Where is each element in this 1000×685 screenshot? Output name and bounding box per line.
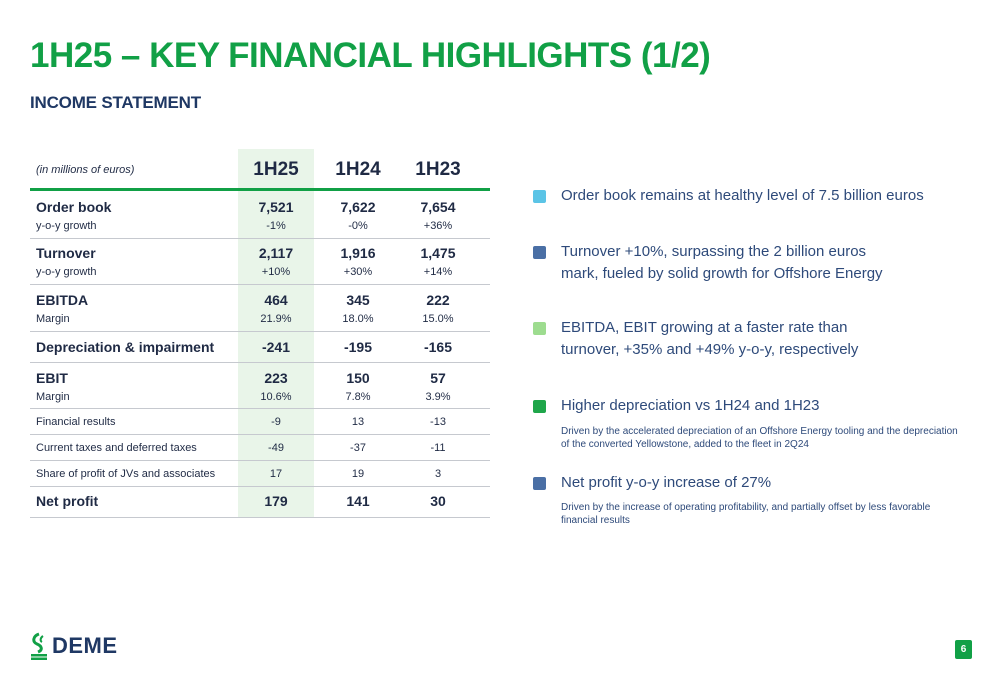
row-sub-label: y-o-y growth [36,266,97,278]
value-1h24: 141 [346,493,370,509]
bullet-square-icon [533,400,546,413]
sub-value-1h24: -0% [348,220,368,232]
row-label: Financial results [36,416,116,428]
value-1h23: -11 [430,442,446,454]
table-row-taxes: Current taxes and deferred taxes -49 -37… [30,435,490,461]
value-1h24: 150 [346,370,370,386]
value-1h23: -13 [430,416,446,428]
table-row-net-profit: Net profit 179 141 30 [30,487,490,518]
highlight-text: Net profit y-o-y increase of 27% [561,474,772,491]
value-1h25: 2,117 [258,245,294,261]
bullet-square-icon [533,246,546,259]
value-1h25: 464 [264,292,288,308]
value-1h25: 17 [269,468,283,480]
sub-value-1h23: +36% [423,220,453,232]
row-label: EBIT [36,370,68,386]
sub-value-1h25: -1% [266,220,286,232]
value-1h25: 223 [264,370,288,386]
page-title: 1H25 – KEY FINANCIAL HIGHLIGHTS (1/2) [30,36,711,75]
highlight-text: Order book remains at healthy level of 7… [561,187,924,204]
sub-value-1h23: 3.9% [425,391,451,403]
column-header-1h24: 1H24 [335,159,381,180]
value-1h23: 30 [430,493,446,509]
value-1h24: 1,916 [340,245,376,261]
bullet-square-icon [533,477,546,490]
value-1h25: -9 [271,416,281,428]
row-label: Current taxes and deferred taxes [36,442,197,454]
value-1h23: -165 [423,339,453,355]
table-row-order-book: Order book y-o-y growth 7,521 7,622 7,65… [30,194,490,239]
sub-value-1h23: 15.0% [422,313,454,325]
logo-text: DEME [52,633,118,658]
table-row-ebitda: EBITDA Margin 464 345 222 21.9% 18.0% 15… [30,285,490,332]
value-1h24: 19 [351,468,365,480]
unit-label: (in millions of euros) [36,164,135,176]
column-header-1h23: 1H23 [415,159,461,180]
table-row-turnover: Turnover y-o-y growth 2,117 1,916 1,475 … [30,239,490,285]
highlight-text: EBITDA, EBIT growing at a faster rate th… [561,319,859,358]
table-row-financial-results: Financial results -9 13 -13 [30,409,490,435]
deme-logo: DEME [30,632,118,660]
bullet-square-icon [533,322,546,335]
column-header-1h25: 1H25 [253,159,299,180]
sub-value-1h25: 21.9% [260,313,292,325]
value-1h24: 13 [351,416,365,428]
value-1h23: 222 [426,292,450,308]
table-header-row: (in millions of euros) 1H25 1H24 1H23 [30,149,490,191]
value-1h23: 3 [434,468,442,480]
sub-value-1h25: +10% [261,266,291,278]
section-subtitle: INCOME STATEMENT [30,93,201,112]
value-1h25: -49 [268,442,284,454]
table-row-depreciation: Depreciation & impairment -241 -195 -165 [30,332,490,363]
page-number-badge: 6 [955,640,972,659]
value-1h24: -195 [343,339,373,355]
row-label: Share of profit of JVs and associates [36,468,216,480]
value-1h24: 7,622 [340,199,376,215]
sub-value-1h23: +14% [423,266,453,278]
value-1h25: -241 [261,339,291,355]
row-label: Depreciation & impairment [36,339,215,355]
bullet-square-icon [533,190,546,203]
row-sub-label: Margin [36,391,70,403]
value-1h23: 57 [430,370,446,386]
value-1h25: 179 [264,493,288,509]
row-label: EBITDA [36,292,89,308]
highlight-detail: Driven by the increase of operating prof… [561,502,931,526]
sub-value-1h24: +30% [343,266,373,278]
highlight-detail: Driven by the accelerated depreciation o… [561,426,958,450]
highlight-text: Higher depreciation vs 1H24 and 1H23 [561,397,820,414]
deme-logo-icon [31,632,47,660]
row-sub-label: y-o-y growth [36,220,97,232]
sub-value-1h24: 18.0% [342,313,374,325]
table-row-jv-share: Share of profit of JVs and associates 17… [30,461,490,487]
value-1h23: 1,475 [420,245,456,261]
value-1h23: 7,654 [420,199,456,215]
highlight-text: Turnover +10%, surpassing the 2 billion … [561,243,883,282]
row-sub-label: Margin [36,313,70,325]
row-label: Net profit [36,493,99,509]
table-row-ebit: EBIT Margin 223 150 57 10.6% 7.8% 3.9% [30,363,490,409]
row-label: Order book [36,199,112,215]
value-1h24: -37 [350,442,366,454]
value-1h24: 345 [346,292,370,308]
sub-value-1h25: 10.6% [260,391,292,403]
highlight-column-1h25 [238,149,314,518]
sub-value-1h24: 7.8% [345,391,371,403]
value-1h25: 7,521 [258,199,294,215]
row-label: Turnover [36,245,96,261]
